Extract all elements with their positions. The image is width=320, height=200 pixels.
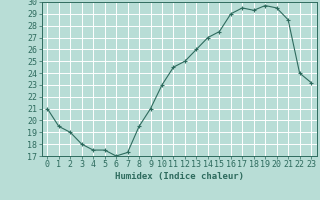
X-axis label: Humidex (Indice chaleur): Humidex (Indice chaleur): [115, 172, 244, 181]
